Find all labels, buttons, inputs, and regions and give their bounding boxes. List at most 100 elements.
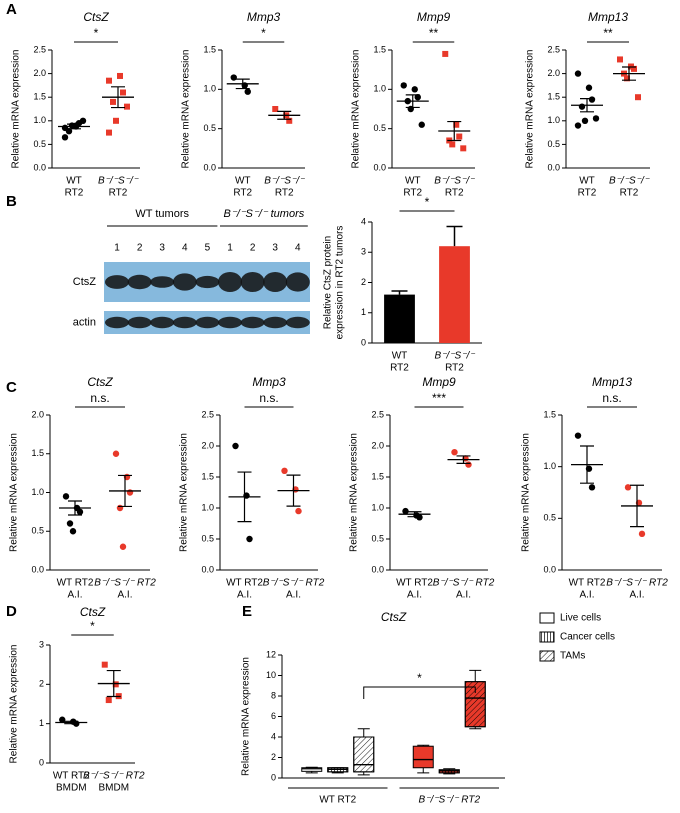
y-tick-label: 0 [361, 337, 366, 347]
blot-row-label: actin [73, 316, 96, 328]
significance-label: * [94, 26, 99, 40]
data-point [117, 72, 123, 79]
data-point [581, 117, 589, 125]
y-tick-label: 2 [271, 752, 276, 762]
significance-label: * [90, 619, 95, 633]
y-tick-label: 1.0 [373, 84, 386, 94]
y-axis-label: Relative mRNA expression [181, 50, 192, 169]
blot-band [218, 272, 242, 292]
x-tick-label: RT2 [390, 363, 409, 374]
sem-bar [622, 66, 636, 81]
y-tick-label: 1.0 [371, 502, 384, 512]
data-point [105, 697, 112, 704]
x-tick-label: B⁻/⁻S⁻/⁻ RT2 [606, 578, 668, 589]
y-axis-label: Relative CtsZ protein [323, 236, 334, 329]
data-point [578, 103, 586, 110]
legend-label: TAMs [560, 651, 585, 662]
y-axis-label: Relative mRNA expression [11, 50, 22, 169]
x-tick-label: A.I. [629, 590, 644, 601]
x-tick-label: B⁻/⁻S⁻/⁻ RT2 [83, 771, 145, 782]
blot-band [263, 272, 288, 292]
y-axis-label: Relative mRNA expression [241, 657, 252, 776]
blot-band [150, 276, 175, 288]
blot-group-label: B⁻/⁻S⁻/⁻ tumors [224, 208, 305, 220]
y-tick-label: 0.0 [33, 162, 46, 172]
y-tick-label: 1 [39, 718, 44, 728]
sem-bar [68, 500, 82, 516]
blot-band [240, 316, 265, 329]
data-point [414, 94, 421, 101]
data-point [585, 84, 593, 91]
y-tick-label: 2.5 [201, 409, 214, 419]
data-point [631, 65, 637, 72]
significance-label: ** [429, 26, 439, 40]
blot-band [263, 316, 288, 329]
y-tick-label: 0.0 [547, 162, 560, 172]
lane-number: 3 [159, 243, 165, 254]
panel-label: E [242, 603, 252, 620]
data-point [286, 117, 293, 124]
y-tick-label: 1.5 [543, 409, 556, 419]
legend-swatch-pattern [539, 631, 555, 643]
x-tick-label: WT RT2 [53, 771, 90, 782]
y-tick-label: 2.0 [33, 68, 46, 78]
x-tick-label: RT2 [109, 188, 128, 199]
chart-title: CtsZ [80, 605, 106, 619]
y-tick-label: 1.0 [203, 84, 216, 94]
data-point [624, 484, 632, 491]
box-pattern [353, 736, 375, 773]
y-tick-label: 1.5 [547, 92, 560, 102]
y-tick-label: 4 [361, 216, 366, 226]
chart-title: Mmp13 [592, 375, 632, 389]
error-bar [391, 290, 408, 295]
data-point [79, 117, 87, 125]
lane-number: 2 [250, 243, 256, 254]
y-tick-label: 1.5 [201, 471, 214, 481]
significance-label: n.s. [90, 391, 109, 405]
blot-band [105, 275, 129, 289]
panel-label: C [6, 379, 17, 396]
y-tick-label: 1.0 [547, 115, 560, 125]
data-point [230, 74, 237, 81]
box [301, 767, 323, 772]
lane-number: 5 [205, 243, 211, 254]
data-point [112, 681, 119, 688]
data-point [588, 96, 596, 103]
x-tick-label: WT [235, 176, 251, 187]
blot-band [240, 272, 265, 292]
y-tick-label: 2.5 [547, 44, 560, 54]
y-axis-label: Relative mRNA expression [9, 645, 20, 764]
data-point [66, 520, 74, 527]
y-axis-label: Relative mRNA expression [351, 50, 362, 169]
y-tick-label: 1.5 [203, 44, 216, 54]
x-tick-label: B⁻/⁻S⁻/⁻ RT2 [419, 795, 481, 806]
y-tick-label: 1.5 [371, 471, 384, 481]
x-tick-label: RT2 [275, 188, 294, 199]
blot-band [105, 316, 129, 329]
y-tick-label: 1.5 [33, 92, 46, 102]
x-tick-label: RT2 [233, 188, 252, 199]
significance-label: n.s. [259, 391, 278, 405]
y-tick-label: 1.5 [373, 44, 386, 54]
data-point [411, 86, 418, 93]
x-tick-label: B⁻/⁻S⁻/⁻ [434, 351, 475, 362]
x-tick-label: WT RT2 [319, 795, 356, 806]
blot-band [285, 316, 310, 329]
box [412, 745, 434, 769]
blot-band [172, 316, 197, 329]
y-axis-label: Relative mRNA expression [349, 433, 360, 552]
y-tick-label: 12 [266, 649, 276, 659]
x-tick-label: RT2 [403, 188, 422, 199]
x-tick-label: B⁻/⁻S⁻/⁻ [434, 176, 475, 187]
x-tick-label: B⁻/⁻S⁻/⁻ [609, 176, 650, 187]
x-tick-label: RT2 [620, 188, 639, 199]
blot-band [172, 273, 197, 291]
y-tick-label: 0.0 [31, 564, 44, 574]
data-point [295, 507, 302, 515]
data-point [416, 514, 423, 521]
significance-label: ** [603, 26, 613, 40]
data-point [451, 449, 458, 456]
x-tick-label: A.I. [456, 590, 471, 601]
data-point [635, 94, 641, 101]
